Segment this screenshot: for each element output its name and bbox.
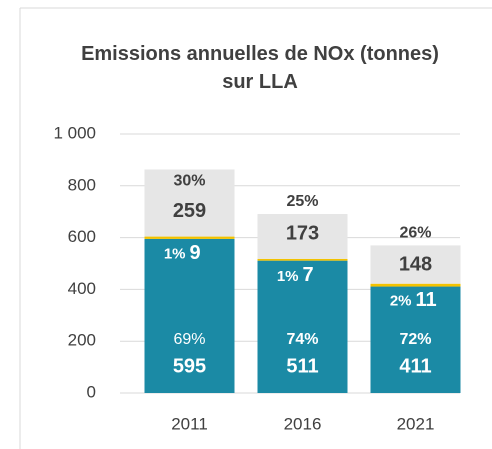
y-tick-label: 600 <box>68 227 96 246</box>
percent-label: 1% <box>277 268 299 285</box>
value-label: 411 <box>399 355 431 377</box>
value-label: 9 <box>190 242 201 264</box>
y-tick-label: 1 000 <box>53 123 96 142</box>
bar-segment <box>370 286 461 393</box>
percent-label: 1% <box>164 246 186 263</box>
percent-label: 74% <box>286 331 318 348</box>
chart-title: Emissions annuelles de NOx (tonnes) sur … <box>81 43 439 93</box>
percent-label: 69% <box>173 331 205 348</box>
bar-segment <box>144 236 235 239</box>
value-label: 259 <box>173 200 206 222</box>
x-tick-label: 2021 <box>397 414 435 433</box>
y-tick-label: 0 <box>87 382 96 401</box>
y-tick-label: 800 <box>68 175 96 194</box>
value-label: 595 <box>173 355 206 377</box>
x-tick-label: 2016 <box>284 414 322 433</box>
value-label: 11 <box>416 289 437 311</box>
percent-label: 26% <box>399 225 431 242</box>
value-label: 148 <box>399 254 432 276</box>
value-label: 511 <box>286 355 318 377</box>
bar-segment <box>144 169 235 237</box>
bar-segment <box>257 214 348 259</box>
percent-label: 72% <box>399 331 431 348</box>
percent-label: 30% <box>173 173 205 190</box>
bar-segment <box>370 245 461 284</box>
y-tick-label: 400 <box>68 279 96 298</box>
y-tick-label: 200 <box>68 331 96 350</box>
bar-segment <box>370 283 461 287</box>
percent-label: 2% <box>390 293 412 310</box>
bar-segment <box>144 238 235 393</box>
value-label: 173 <box>286 222 319 244</box>
bar-segment <box>257 260 348 393</box>
x-tick-label: 2011 <box>171 414 208 433</box>
percent-label: 25% <box>286 193 318 210</box>
bar-segment <box>257 258 348 261</box>
value-label: 7 <box>303 264 314 286</box>
